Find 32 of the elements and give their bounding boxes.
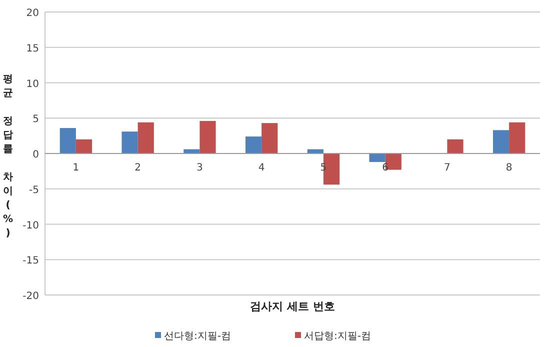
x-tick-label: 8 [506,162,512,174]
x-tick-label: 3 [196,162,203,174]
bar [323,154,340,185]
bar [122,132,138,154]
bar [60,128,76,154]
bar [76,139,92,154]
y-tick-label: -15 [22,256,39,267]
x-axis-title: 검사지 세트 번호 [250,300,335,313]
bar [447,139,464,154]
y-tick-label: -5 [29,184,39,196]
bar [369,154,386,162]
x-tick-label: 4 [258,162,265,174]
y-tick-label: 0 [32,150,39,160]
legend-label: 서답형:지필-컴 [304,331,371,342]
x-tick-label: 1 [72,162,80,174]
bar [245,136,262,154]
x-tick-label: 7 [444,162,450,174]
bar [138,122,154,154]
y-tick-label: -10 [22,220,39,232]
bar [262,123,278,154]
x-tick-label: 6 [382,162,388,174]
bar [492,130,510,154]
bar [509,122,526,154]
legend-label: 선다형:지필-컴 [164,331,231,342]
bar [200,120,216,154]
y-tick-label: 20 [26,8,39,19]
y-tick-label: 15 [26,43,39,54]
y-tick-label: 5 [32,114,39,126]
x-tick-label: 2 [134,162,141,174]
text: 평균 정답률 차이(%) [2,74,14,239]
y-tick-label: 10 [26,78,39,90]
y-tick-label: -20 [22,291,39,302]
